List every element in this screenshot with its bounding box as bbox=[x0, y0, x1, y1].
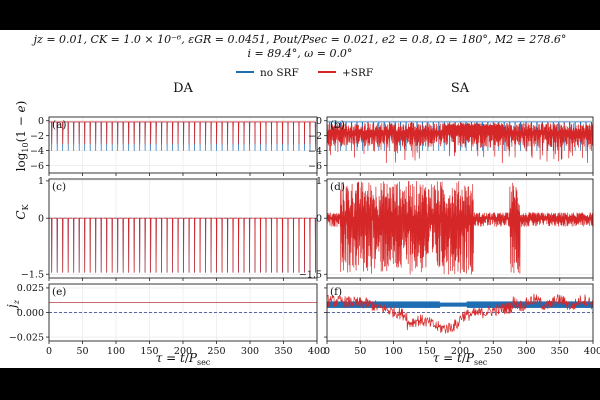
panel-d: 1 0 −1.5 (d) bbox=[299, 176, 594, 281]
xtick-label: 50 bbox=[76, 346, 88, 357]
xtick-label: 200 bbox=[451, 346, 469, 357]
ytick-label: −6 bbox=[308, 161, 322, 172]
panel-label-a: (a) bbox=[52, 119, 66, 131]
panel-label-c: (c) bbox=[52, 181, 66, 193]
panel-a: 0 −2 −4 −6 (a) bbox=[30, 116, 318, 176]
panel-label-e: (e) bbox=[52, 286, 66, 298]
series-srf-line bbox=[326, 122, 594, 164]
legend: no SRF +SRF bbox=[236, 67, 373, 79]
ytick-label: 1 bbox=[38, 176, 44, 187]
panel-b: 0 −2 −4 −6 (b) bbox=[308, 116, 594, 176]
column-title-sa: SA bbox=[451, 81, 470, 96]
ytick-label: −1.5 bbox=[299, 270, 322, 281]
xtick-label: 0 bbox=[46, 346, 52, 357]
ytick-label: 0.000 bbox=[17, 308, 44, 319]
ytick-label: 1 bbox=[316, 176, 322, 187]
series-srf-line bbox=[49, 121, 317, 145]
series-srf-line bbox=[49, 217, 317, 273]
ylabel-panel-e: jz bbox=[5, 299, 21, 311]
series-no-srf-line bbox=[326, 301, 594, 308]
ytick-label: −2 bbox=[308, 131, 322, 142]
legend-label-no-srf: no SRF bbox=[260, 67, 299, 79]
legend-label-srf: +SRF bbox=[342, 67, 373, 79]
xtick-label: 350 bbox=[274, 346, 292, 357]
ytick-label: −1.5 bbox=[21, 270, 44, 281]
series-srf-line bbox=[326, 180, 594, 275]
series-no-srf-line bbox=[49, 121, 317, 151]
ytick-label: −2 bbox=[30, 131, 44, 142]
ytick-label: −0.025 bbox=[9, 332, 44, 343]
ytick-label: 0 bbox=[316, 116, 322, 127]
xtick-label: 150 bbox=[140, 346, 158, 357]
xtick-label: 300 bbox=[517, 346, 535, 357]
ytick-label: 0 bbox=[38, 214, 44, 225]
xtick-label: 100 bbox=[107, 346, 125, 357]
xtick-label: 200 bbox=[174, 346, 192, 357]
series-no-srf-line bbox=[49, 217, 317, 273]
column-title-da: DA bbox=[173, 81, 193, 96]
panel-label-d: (d) bbox=[330, 181, 345, 193]
figure-svg: jz = 0.01, CK = 1.0 × 10⁻⁶, εGR = 0.0451… bbox=[5, 33, 600, 367]
ytick-label: 0 bbox=[38, 116, 44, 127]
xtick-label: 250 bbox=[484, 346, 502, 357]
xtick-label: 50 bbox=[354, 346, 366, 357]
ytick-label: −4 bbox=[30, 146, 44, 157]
figure-panel: jz = 0.01, CK = 1.0 × 10⁻⁶, εGR = 0.0451… bbox=[0, 30, 600, 368]
ylabel-panel-a: log10(1 − e) bbox=[14, 101, 30, 172]
ytick-label: 0 bbox=[316, 214, 322, 225]
xtick-label: 350 bbox=[551, 346, 569, 357]
xtick-label: 0 bbox=[324, 346, 330, 357]
ytick-label: −6 bbox=[30, 161, 44, 172]
xtick-label: 400 bbox=[584, 346, 600, 357]
plots-layer: 0 −2 −4 −6 (a) 0 −2 −4 −6 (b) 1 0 −1.5 (c) 1 0 −1.5 (d) 0.… bbox=[9, 116, 600, 357]
panel-label-f: (f) bbox=[330, 286, 342, 298]
series-srf-line bbox=[326, 293, 593, 334]
panel-label-b: (b) bbox=[330, 119, 345, 131]
params-line-2: i = 89.4°, ω = 0.0° bbox=[248, 47, 353, 60]
params-line-1: jz = 0.01, CK = 1.0 × 10⁻⁶, εGR = 0.0451… bbox=[31, 33, 567, 46]
panel-f: 0 50 100 150 200 250 300 350 400 (f) bbox=[324, 283, 600, 357]
xtick-label: 150 bbox=[418, 346, 436, 357]
xtick-label: 250 bbox=[207, 346, 225, 357]
xtick-label: 300 bbox=[241, 346, 259, 357]
ytick-label: 0.025 bbox=[17, 283, 44, 294]
panel-c: 1 0 −1.5 (c) bbox=[21, 176, 318, 281]
xtick-label: 100 bbox=[384, 346, 402, 357]
xtick-label: 400 bbox=[308, 346, 326, 357]
ytick-label: −4 bbox=[308, 146, 322, 157]
ylabel-panel-c: CK bbox=[14, 203, 30, 219]
